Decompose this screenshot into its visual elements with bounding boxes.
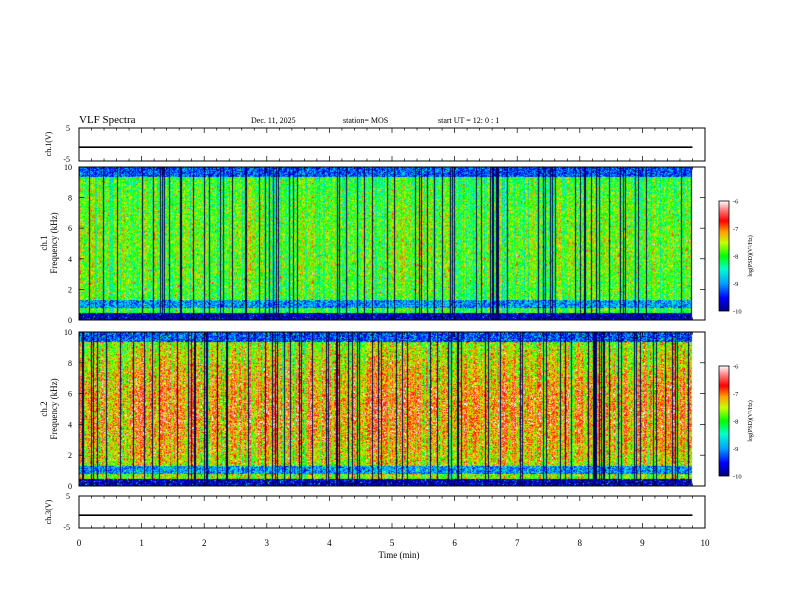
xtick-10: 10 xyxy=(701,538,711,548)
ch1-colorbar-ticks: -6 -7 -8 -9 -10 xyxy=(733,199,742,316)
ch1-colorbar-tick-m9: -9 xyxy=(733,281,738,288)
ch2-ytick-2: 2 xyxy=(68,451,72,460)
ch1-colorbar-label: log(PSD)(V²/Hz) xyxy=(747,235,754,276)
ch3-ytick-top: 5 xyxy=(66,492,70,501)
ch2-spectrogram-image xyxy=(79,332,705,486)
ch2-colorbar-ticks: -6 -7 -8 -9 -10 xyxy=(733,364,742,481)
ch1-ytick-10: 10 xyxy=(64,163,72,172)
ch1-ytick-6: 6 xyxy=(68,224,72,233)
ch1-colorbar-tick-m8: -8 xyxy=(733,254,738,261)
ch2-colorbar-tick-m7: -7 xyxy=(733,391,739,398)
ch1-colorbar-tick-m7: -7 xyxy=(733,226,739,233)
ch1-colorbar-scale xyxy=(718,200,730,312)
ch1-ytick-4: 4 xyxy=(68,255,72,264)
ch1-waveform-panel: 5 -5 ch.1(V) xyxy=(44,124,706,164)
ch2-spectrogram-panel: 0 2 4 6 8 10 ch.2 Frequency (kHz) -6 -7 … xyxy=(39,328,754,491)
date-label: Dec. 11, 2025 xyxy=(251,116,296,125)
xtick-2: 2 xyxy=(202,538,207,548)
xtick-6: 6 xyxy=(452,538,457,548)
ch3-waveform-panel: 5 -5 ch.3(V) 0 1 2 3 4 5 6 7 8 9 10 Time… xyxy=(44,492,710,560)
ch1-spectrogram-yticks: 0 2 4 6 8 10 xyxy=(64,163,72,325)
ch1-spectrogram-image xyxy=(79,167,705,320)
ch2-spectrogram-ticks xyxy=(78,331,706,487)
xtick-5: 5 xyxy=(390,538,395,548)
time-axis-label: Time (min) xyxy=(379,550,420,560)
ch1-ytick-2: 2 xyxy=(68,285,72,294)
ch2-colorbar-tick-m10: -10 xyxy=(733,474,742,481)
ch2-ytick-8: 8 xyxy=(68,359,72,368)
ch2-colorbar-scale xyxy=(718,365,730,477)
xtick-1: 1 xyxy=(139,538,144,548)
ch2-colorbar: -6 -7 -8 -9 -10 log(PSD)(V²/Hz) xyxy=(718,364,754,481)
ch1-ytick-bottom: -5 xyxy=(63,155,70,164)
ch2-ytick-0: 0 xyxy=(68,482,72,491)
ch2-ytick-10: 10 xyxy=(64,328,72,337)
time-axis-tick-labels: 0 1 2 3 4 5 6 7 8 9 10 xyxy=(77,538,710,548)
ch2-spectrogram-yticks: 0 2 4 6 8 10 xyxy=(64,328,72,491)
ch1-spectrogram-ylabel-channel: ch.1 xyxy=(39,235,49,250)
ch1-ytick-top: 5 xyxy=(66,124,70,133)
ch3-ytick-bottom: -5 xyxy=(63,523,70,532)
xtick-4: 4 xyxy=(327,538,332,548)
ch3-waveform-ylabel: ch.3(V) xyxy=(44,499,53,524)
ch1-colorbar-tick-m6: -6 xyxy=(733,199,739,206)
ch2-colorbar-label: log(PSD)(V²/Hz) xyxy=(747,400,754,441)
xtick-3: 3 xyxy=(265,538,270,548)
xtick-8: 8 xyxy=(578,538,583,548)
ch2-colorbar-tick-m9: -9 xyxy=(733,446,738,453)
ch2-spectrogram-ylabel-channel: ch.2 xyxy=(39,401,49,416)
ch1-ytick-0: 0 xyxy=(68,316,72,325)
figure-title: VLF Spectra xyxy=(79,114,136,126)
xtick-0: 0 xyxy=(77,538,82,548)
station-label: station= MOS xyxy=(343,116,388,125)
xtick-9: 9 xyxy=(640,538,645,548)
ch1-spectrogram-panel: 0 2 4 6 8 10 ch.1 Frequency (kHz) -6 -7 … xyxy=(39,163,754,325)
ch1-spectrogram-ylabel-frequency: Frequency (kHz) xyxy=(49,212,59,273)
ch2-ytick-4: 4 xyxy=(68,420,72,429)
xtick-7: 7 xyxy=(515,538,520,548)
ch1-spectrogram-ticks xyxy=(78,166,706,321)
ch1-waveform-ylabel: ch.1(V) xyxy=(44,131,53,156)
ch2-colorbar-tick-m8: -8 xyxy=(733,419,738,426)
ch2-spectrogram-ylabel-frequency: Frequency (kHz) xyxy=(49,378,59,439)
ch1-waveform-ticks xyxy=(78,128,706,161)
ch2-ytick-6: 6 xyxy=(68,390,72,399)
ch3-waveform-ticks xyxy=(78,496,706,528)
ch2-colorbar-tick-m6: -6 xyxy=(733,364,739,371)
start-time-label: start UT = 12: 0 : 1 xyxy=(438,116,499,125)
ch1-ytick-8: 8 xyxy=(68,194,72,203)
ch1-colorbar-tick-m10: -10 xyxy=(733,309,742,316)
ch1-colorbar: -6 -7 -8 -9 -10 log(PSD)(V²/Hz) xyxy=(718,199,754,316)
